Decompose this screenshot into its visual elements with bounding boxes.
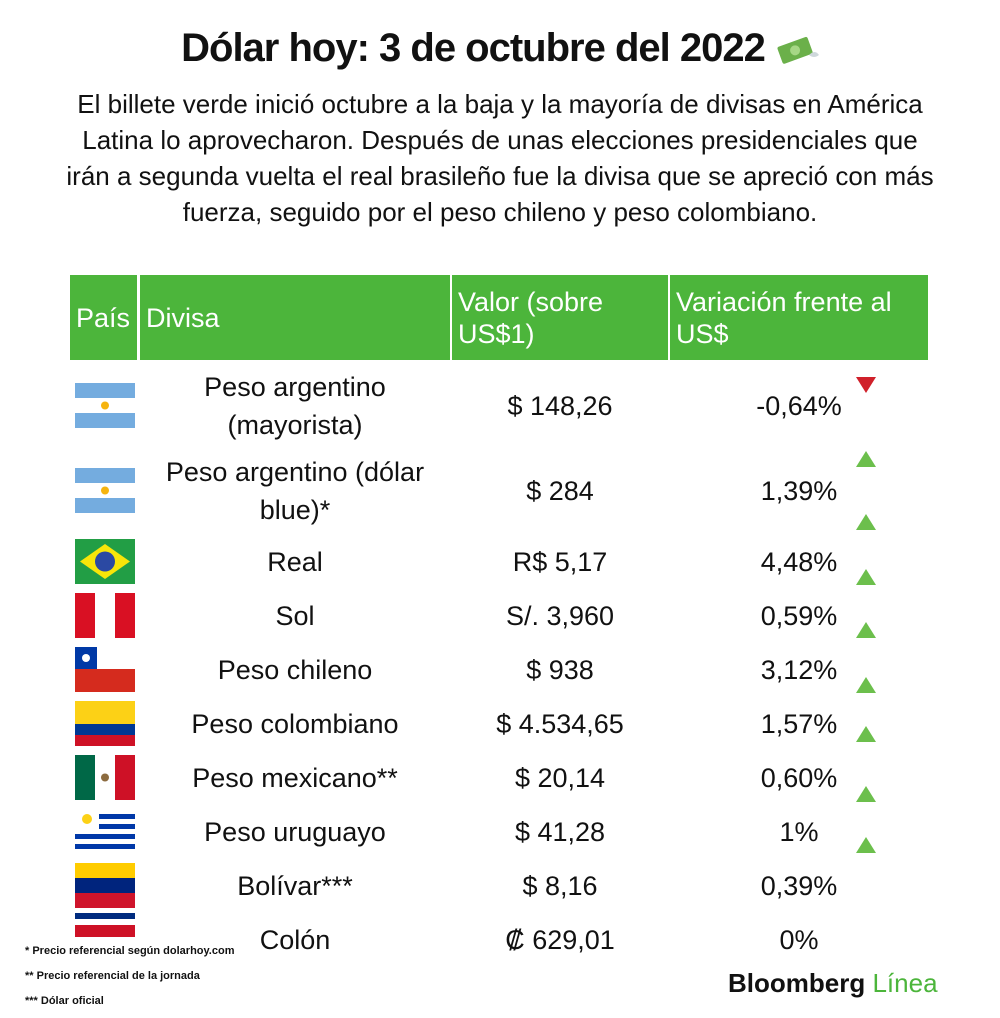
value: S/. 3,960 [505,601,615,631]
value: R$ 5,17 [512,547,608,577]
currency: Peso argentino (dólar blue)* [165,457,425,525]
flag-uruguay [75,809,135,854]
change: -0,64% [756,391,842,421]
change: 3,12% [760,655,838,685]
value: $ 284 [526,476,594,506]
value: $ 8,16 [522,871,598,901]
change: 4,48% [760,547,838,577]
currency: Peso uruguayo [204,817,386,847]
value: $ 148,26 [507,391,613,421]
currency: Sol [275,601,315,631]
table-row: Peso argentino (dólar blue)* $ 284 1,39% [70,450,930,532]
change: 0,39% [760,871,838,901]
table-row: Peso colombiano $ 4.534,65 1,57% [70,697,930,751]
flag-chile [75,647,135,692]
value: $ 938 [526,655,594,685]
footnote: ** Precio referencial de la jornada [25,970,200,982]
currency: Peso colombiano [191,709,399,739]
column-header: Divisa [140,275,450,360]
flag-argentina [75,468,135,513]
table-row: Peso chileno $ 938 3,12% [70,643,930,697]
change: 0% [779,925,819,955]
money-icon [777,37,819,65]
flag-peru [75,593,135,638]
logo-suffix: Línea [872,968,938,998]
flag-venezuela [75,863,135,908]
currency: Peso chileno [217,655,373,685]
change: 0,59% [760,601,838,631]
title: Dólar hoy: 3 de octubre del 2022 [0,26,1000,71]
currency: Peso mexicano** [192,763,398,793]
flag-brazil [75,539,135,584]
value: $ 41,28 [514,817,606,847]
title-text: Dólar hoy: 3 de octubre del 2022 [181,26,766,70]
subtitle: El billete verde inició octubre a la baj… [66,89,934,227]
flag-costa-rica [75,913,135,943]
footnote: *** Dólar oficial [25,995,104,1007]
value: $ 4.534,65 [496,709,624,739]
table-row: Real R$ 5,17 4,48% [70,535,930,589]
column-header: País [70,275,137,360]
currency: Peso argentino (mayorista) [204,372,386,440]
footnote: * Precio referencial según dolarhoy.com [25,945,235,957]
change: 1,57% [760,709,838,739]
flag-colombia [75,701,135,746]
change: 1% [779,817,819,847]
currency: Colón [259,925,331,955]
table-row: Peso mexicano** $ 20,14 0,60% [70,751,930,805]
logo-name: Bloomberg [728,968,866,998]
column-header: Valor (sobre US$1) [452,275,668,360]
change: 1,39% [760,476,838,506]
table-row: Bolívar*** $ 8,16 0,39% [70,859,930,913]
change: 0,60% [760,763,838,793]
column-header: Variación frente al US$ [670,275,928,360]
currency: Bolívar*** [237,871,353,901]
flag-argentina [75,383,135,428]
table-row: Peso uruguayo $ 41,28 1% [70,805,930,859]
table-row: Sol S/. 3,960 0,59% [70,589,930,643]
currency: Real [267,547,323,577]
flag-mexico [75,755,135,800]
logo: Bloomberg Línea [728,968,938,999]
value: $ 20,14 [514,763,606,793]
table-row: Peso argentino (mayorista) $ 148,26 -0,6… [70,365,930,447]
table-row: Colón ₡ 629,01 0% [70,913,930,967]
value: ₡ 629,01 [505,925,615,955]
